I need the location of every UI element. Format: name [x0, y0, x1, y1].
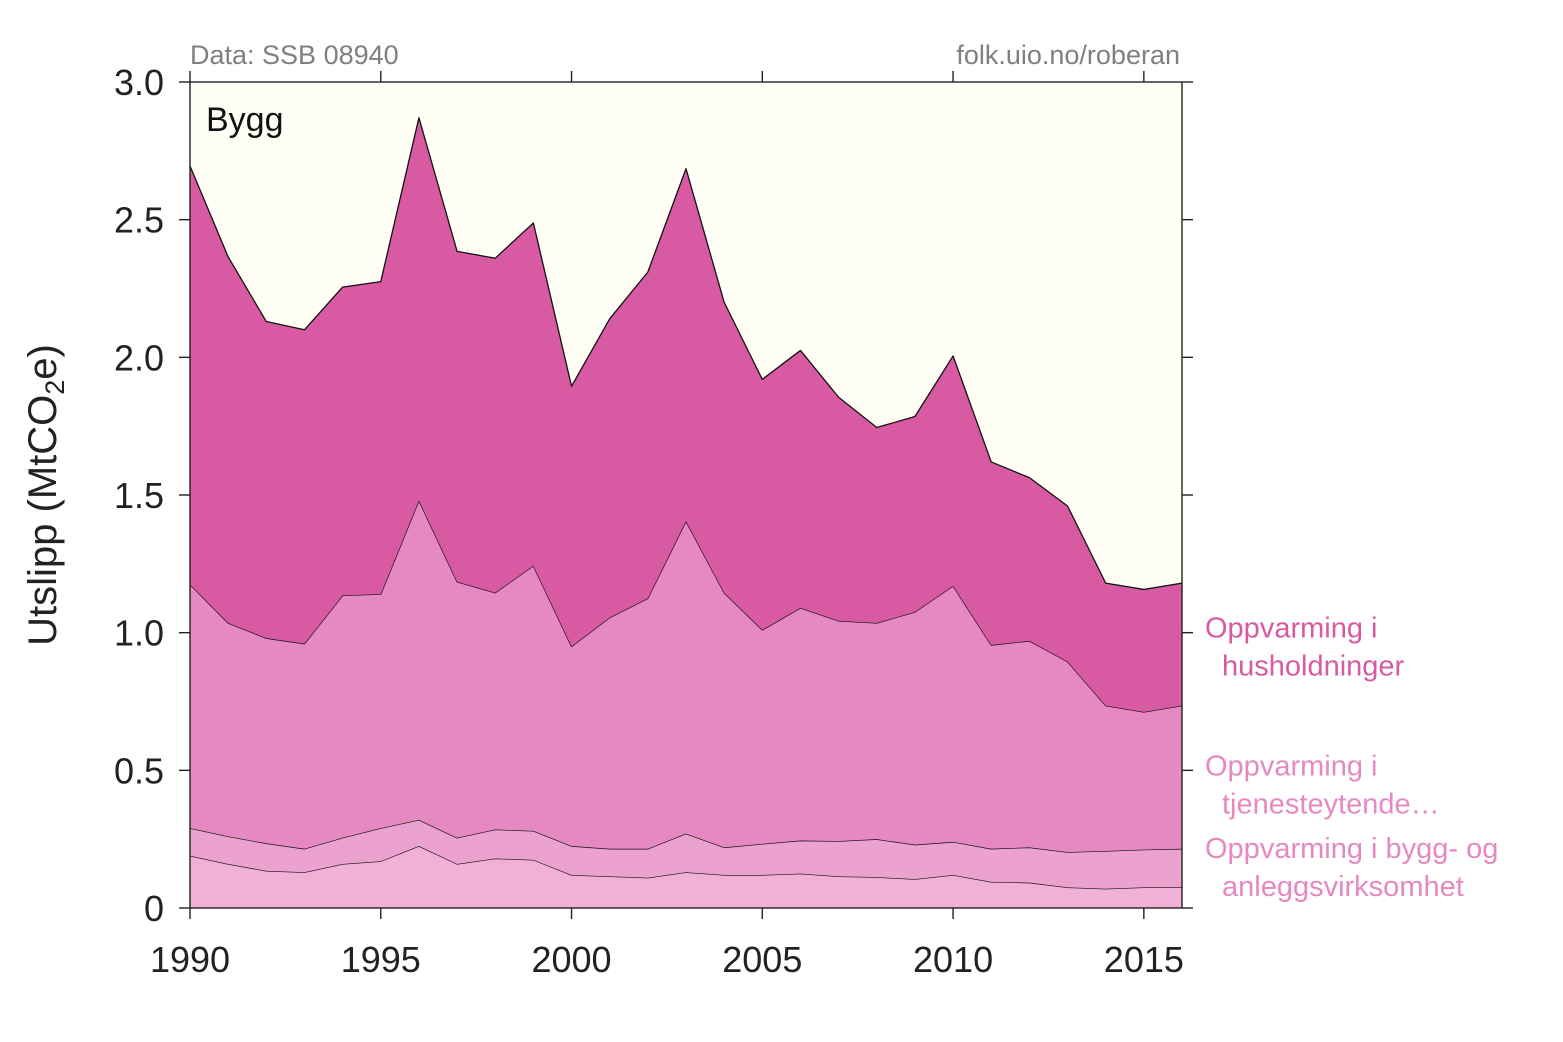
- x-tick-label: 2015: [1104, 939, 1184, 980]
- series-label-line: Oppvarming i bygg- og: [1205, 833, 1498, 865]
- y-axis-label: Utslipp (MtCO2e): [21, 344, 70, 646]
- y-axis-label-prefix: Utslipp (MtCO: [21, 395, 65, 646]
- series-label-3: Oppvarming i bygg- og anleggsvirksomhet: [1205, 833, 1498, 903]
- series-label-line: husholdninger: [1222, 651, 1405, 683]
- y-axis-label-suffix: e): [21, 344, 65, 380]
- source-note: Data: SSB 08940: [190, 40, 399, 70]
- x-tick-label: 2005: [722, 939, 802, 980]
- series-label-line: tjenesteytende…: [1222, 788, 1440, 820]
- plot-frame: [189, 81, 1183, 909]
- y-tick-label: 2.5: [114, 200, 164, 241]
- area-series-4: [190, 117, 1182, 712]
- y-tick-labels: 0 0.5 1.0 1.5 2.0 2.5 3.0: [114, 62, 164, 929]
- area-series-group: [189, 117, 1183, 908]
- y-tick-label: 1.5: [114, 475, 164, 516]
- area-series-2: [190, 819, 1182, 889]
- y-tick-label: 2.0: [114, 337, 164, 378]
- y-tick-label: 3.0: [114, 62, 164, 103]
- area-series-1: [190, 846, 1182, 908]
- x-tick-label: 1990: [150, 939, 230, 980]
- series-label-line: Oppvarming i: [1205, 613, 1377, 645]
- series-label-line: Oppvarming i: [1205, 750, 1377, 782]
- y-tick-label: 1.0: [114, 613, 164, 654]
- series-label-line: anleggsvirksomhet: [1222, 871, 1464, 903]
- area-series-3: [190, 500, 1182, 853]
- y-tick-label: 0: [144, 888, 164, 929]
- series-labels: Oppvarming i husholdninger Oppvarming i tje…: [1205, 613, 1498, 903]
- x-tick-label: 2010: [913, 939, 993, 980]
- panel-title: Bygg: [206, 101, 284, 139]
- credit-link: folk.uio.no/roberan: [956, 40, 1180, 70]
- x-tick-label: 2000: [531, 939, 611, 980]
- x-tick-labels: 1990 1995 2000 2005 2010 2015: [150, 939, 1184, 980]
- series-label-1: Oppvarming i husholdninger: [1205, 613, 1405, 683]
- y-tick-label: 0.5: [114, 750, 164, 791]
- x-tick-label: 1995: [341, 939, 421, 980]
- y-axis-label-subscript: 2: [40, 380, 70, 395]
- area-series-4-edge: [189, 117, 1183, 591]
- series-label-2: Oppvarming i tjenesteytende…: [1205, 750, 1440, 820]
- axis-ticks: [179, 71, 1193, 919]
